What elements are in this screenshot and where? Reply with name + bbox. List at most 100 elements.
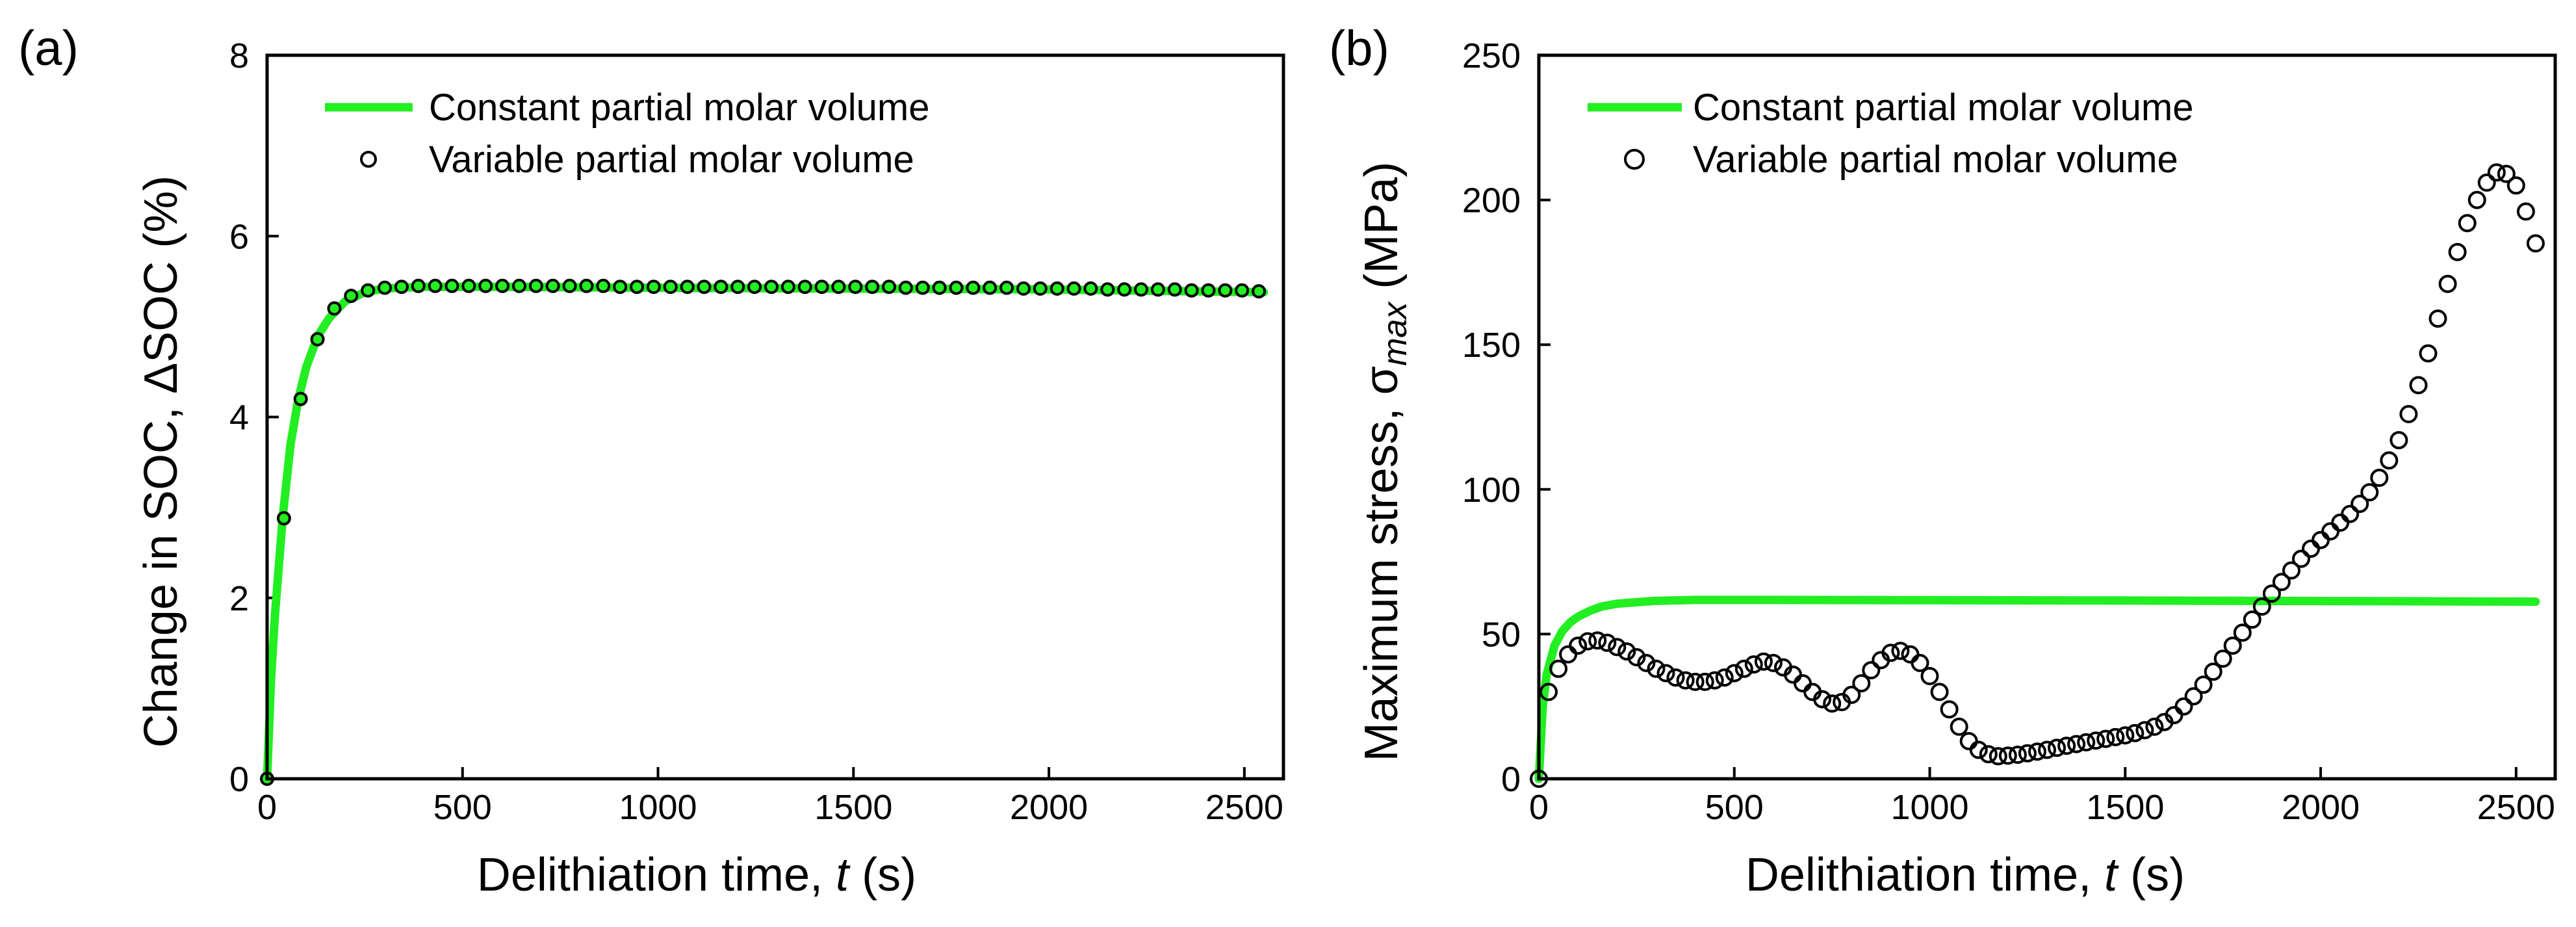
panel-b-xtick-label: 2500: [2477, 788, 2555, 827]
panel-b-data-point: [1959, 732, 1978, 751]
panel-b-data-point: [2360, 483, 2379, 502]
panel-b-data-point: [1695, 672, 1714, 691]
panel-a-xlabel: Delithiation time, t (s): [477, 849, 916, 901]
panel-b-data-point: [1686, 672, 1705, 691]
panel-b-data-point: [2077, 733, 2096, 751]
panel-a-data-point: [327, 301, 342, 316]
panel-b-data-point: [2477, 173, 2496, 192]
panel-b-data-point: [2399, 405, 2418, 423]
panel-b-data-point: [1852, 674, 1871, 693]
panel-a-data-point: [596, 278, 611, 293]
panel-a-xtick-label: 0: [257, 788, 277, 827]
panel-b-data-point: [2135, 721, 2154, 740]
panel-b-data-point: [1549, 659, 1568, 678]
panel-b-ylabel: Maximum stress, σmax (MPa): [1356, 162, 1414, 762]
panel-a-data-point: [865, 280, 880, 294]
panel-b-data-point: [2018, 744, 2037, 763]
panel-b-data-point: [1823, 694, 1842, 713]
panel-a-ytick-label: 8: [229, 36, 249, 75]
panel-a-data-point: [1150, 282, 1165, 297]
panel-a-legend: Constant partial molar volume Variable p…: [325, 86, 929, 181]
panel-a-ytick-label: 4: [229, 398, 249, 437]
panel-a-data-point: [630, 280, 645, 294]
panel-b-legend-marker-swatch: [1624, 149, 1645, 170]
panel-b-data-point: [1842, 685, 1861, 704]
panel-a-data-point: [697, 280, 712, 294]
panel-b-chart: (b) Maximum stress, σmax (MPa) Delithiat…: [1329, 21, 2557, 901]
panel-b-data-point: [1998, 746, 2017, 765]
panel-b-data-point: [2126, 724, 2145, 742]
panel-b-data-point: [2487, 163, 2506, 182]
panel-b-ytick-label: 50: [1482, 615, 1521, 654]
panel-a-data-point: [378, 280, 393, 295]
panel-a-data-point: [915, 280, 930, 295]
panel-a-data-point: [1235, 283, 1250, 298]
panel-b-data-point: [2438, 274, 2457, 293]
panel-b-data-point: [2321, 522, 2340, 541]
panel-a-data-point: [394, 280, 409, 294]
panel-b-data-point: [2506, 176, 2525, 195]
panel-a-data-point: [528, 278, 543, 293]
panel-a-data-point: [764, 280, 779, 294]
panel-a-data-point: [747, 280, 762, 294]
panel-a-data-point: [1033, 281, 1048, 296]
panel-b-data-point: [2194, 675, 2213, 694]
panel-b-data-point: [2292, 549, 2310, 568]
panel-b-data-point: [2282, 561, 2300, 580]
panel-b-data-point: [1715, 668, 1734, 687]
panel-b-data-point: [2223, 636, 2242, 655]
panel-b-data-point: [1539, 683, 1558, 701]
panel-a-data-point: [663, 280, 678, 294]
panel-b-data-point: [2038, 740, 2056, 759]
panel-b-data-point: [2331, 514, 2350, 532]
panel-a-data-point: [495, 278, 510, 293]
panel-b-legend-variable: Variable partial molar volume: [1693, 138, 2178, 181]
panel-a-ytick-label: 0: [229, 760, 249, 799]
panel-a-data-point: [797, 280, 812, 294]
panel-b-data-point: [2243, 610, 2261, 629]
panel-a-data-point: [310, 332, 325, 346]
panel-a-data-point: [1050, 281, 1064, 296]
panel-b-data-point: [2145, 717, 2164, 736]
panel-b-xlabel: Delithiation time, t (s): [1745, 849, 2185, 901]
panel-b-legend-constant: Constant partial molar volume: [1693, 86, 2193, 129]
panel-a-series-constant-line: [263, 282, 1269, 783]
panel-a-xtick-label: 1500: [814, 788, 892, 827]
panel-b-data-point: [1559, 645, 1578, 664]
panel-b-plot-frame: [1537, 53, 2557, 781]
panel-a-data-point: [898, 280, 913, 295]
panel-a-data-point: [949, 280, 964, 295]
panel-a-data-point: [1016, 281, 1031, 296]
panel-a-data-point: [461, 278, 476, 293]
panel-b-ytick-label: 200: [1462, 181, 1521, 220]
panel-b-data-point: [1588, 631, 1607, 650]
panel-b-data-point: [1734, 659, 1753, 678]
panel-b-data-point: [2448, 242, 2467, 261]
panel-b-data-point: [1676, 671, 1695, 690]
panel-b-data-point: [2106, 727, 2125, 746]
panel-b-xtick-label: 1500: [2086, 788, 2164, 827]
panel-a-data-point: [478, 278, 493, 293]
panel-a-legend-variable: Variable partial molar volume: [429, 138, 914, 181]
panel-a-data-point: [428, 278, 443, 293]
panel-b-data-point: [1598, 633, 1617, 652]
panel-a-data-point: [932, 280, 947, 295]
panel-b-data-point: [1813, 690, 1832, 709]
panel-a-legend-marker-swatch: [360, 151, 377, 168]
panel-a-label: (a): [18, 21, 79, 76]
panel-a-xtick-label: 500: [433, 788, 492, 827]
panel-b-data-point: [1754, 652, 1773, 671]
panel-b-legend: Constant partial molar volume Variable p…: [1588, 86, 2193, 181]
panel-a-data-point: [276, 511, 291, 526]
panel-a-data-point: [444, 278, 459, 293]
panel-a-ytick-label: 6: [229, 217, 249, 256]
panel-b-data-point: [1881, 644, 1900, 662]
panel-a-data-point: [882, 280, 896, 294]
panel-b-data-point: [2341, 504, 2360, 523]
panel-b-ytick-label: 0: [1501, 760, 1521, 799]
panel-b-data-point: [1891, 642, 1910, 660]
panel-a-legend-constant: Constant partial molar volume: [429, 86, 929, 129]
panel-b-data-point: [2116, 726, 2135, 745]
panel-b-xtick-label: 2000: [2282, 788, 2360, 827]
